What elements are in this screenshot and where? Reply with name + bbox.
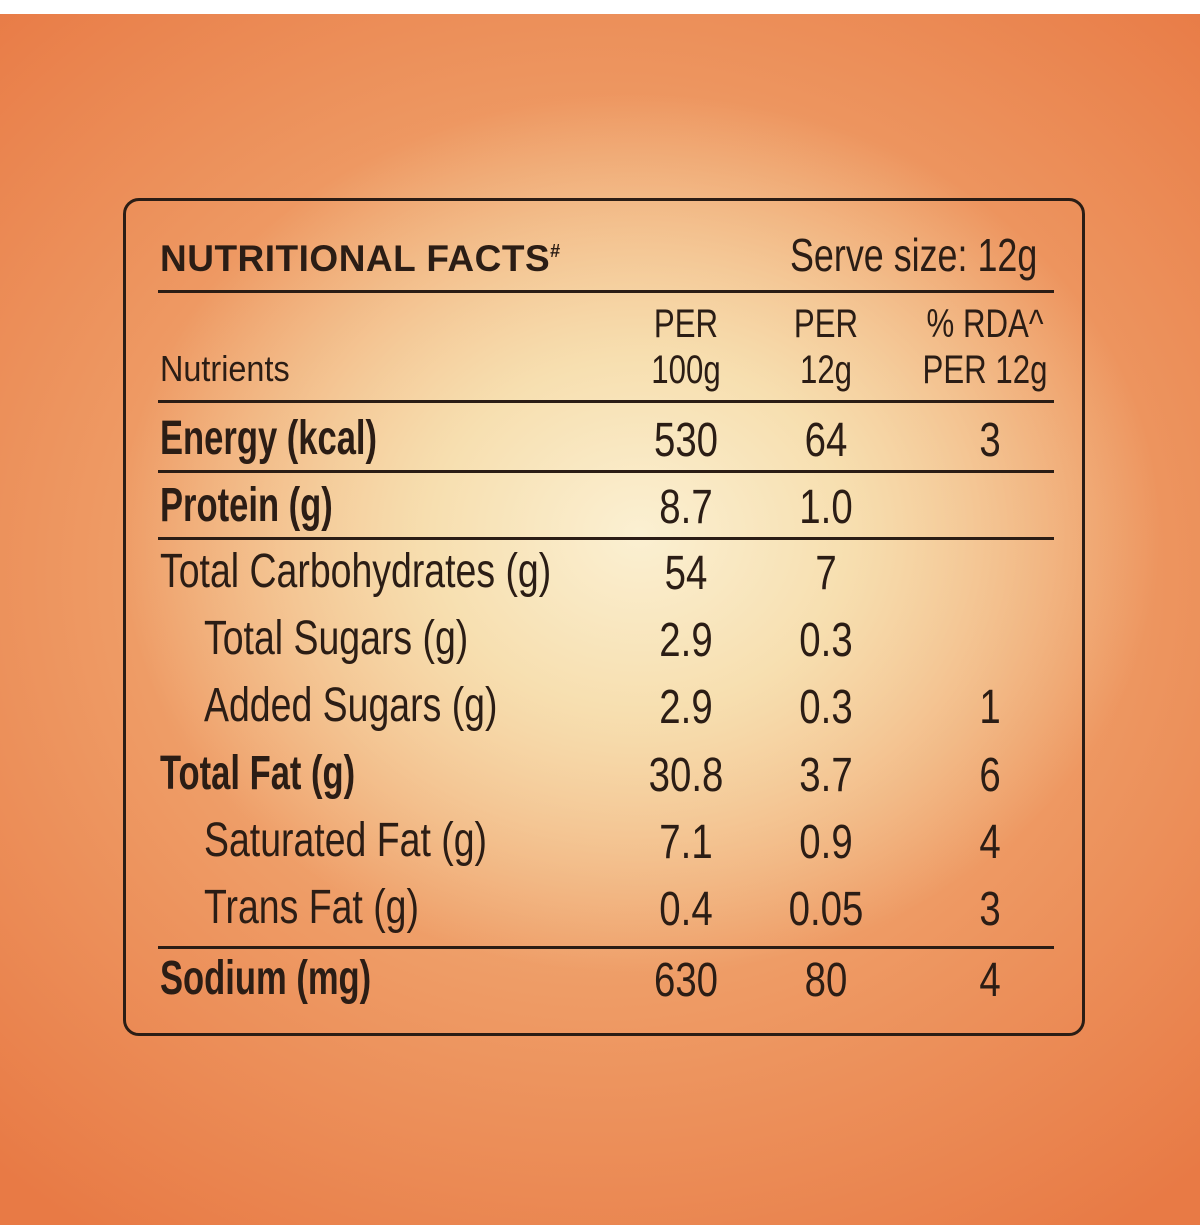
divider [158,290,1054,293]
divider [158,470,1054,473]
value-rda: 1 [979,681,1001,734]
value-per100: 0.4 [659,883,713,936]
nutrient-name: Energy (kcal) [160,412,378,465]
value-per12: 0.3 [799,614,853,667]
value-rda: 4 [979,954,1001,1007]
nutrient-name: Trans Fat (g) [204,881,419,934]
column-header-per100: PER 100g [651,302,721,392]
value-rda: 3 [979,883,1001,936]
value-per12: 0.05 [788,883,864,936]
value-per12: 0.9 [799,816,853,869]
value-per100: 2.9 [659,681,713,734]
value-per100: 30.8 [648,749,724,802]
column-header-rda: % RDA^ PER 12g [922,302,1048,392]
nutrient-name: Saturated Fat (g) [204,814,488,867]
value-rda: 6 [979,749,1001,802]
value-rda: 4 [979,816,1001,869]
title-footnote-mark: # [550,241,561,261]
column-header-per12: PER 12g [793,302,859,392]
divider [158,400,1054,403]
value-per100: 630 [653,954,719,1007]
value-per12: 0.3 [799,681,853,734]
value-per100: 54 [664,547,708,600]
value-per12: 1.0 [799,481,853,534]
value-per12: 80 [804,954,848,1007]
value-per100: 530 [653,414,719,467]
panel-title: NUTRITIONAL FACTS# [160,238,561,279]
value-per100: 2.9 [659,614,713,667]
value-per100: 8.7 [659,481,713,534]
value-per12: 7 [815,547,837,600]
serve-size: Serve size: 12g [790,229,1038,281]
nutrient-name: Total Carbohydrates (g) [160,545,552,598]
nutrition-panel [123,198,1085,1036]
value-rda: 3 [979,414,1001,467]
value-per12: 3.7 [799,749,853,802]
divider [158,537,1054,540]
divider [158,946,1054,949]
background [0,14,1200,1225]
nutrient-name: Sodium (mg) [160,952,372,1005]
nutrient-name: Total Fat (g) [160,747,356,800]
value-per100: 7.1 [659,816,713,869]
nutrient-name: Total Sugars (g) [204,612,469,665]
nutrient-name: Added Sugars (g) [204,679,498,732]
column-header-nutrients: Nutrients [160,348,290,389]
nutrient-name: Protein (g) [160,479,333,532]
value-per12: 64 [804,414,848,467]
